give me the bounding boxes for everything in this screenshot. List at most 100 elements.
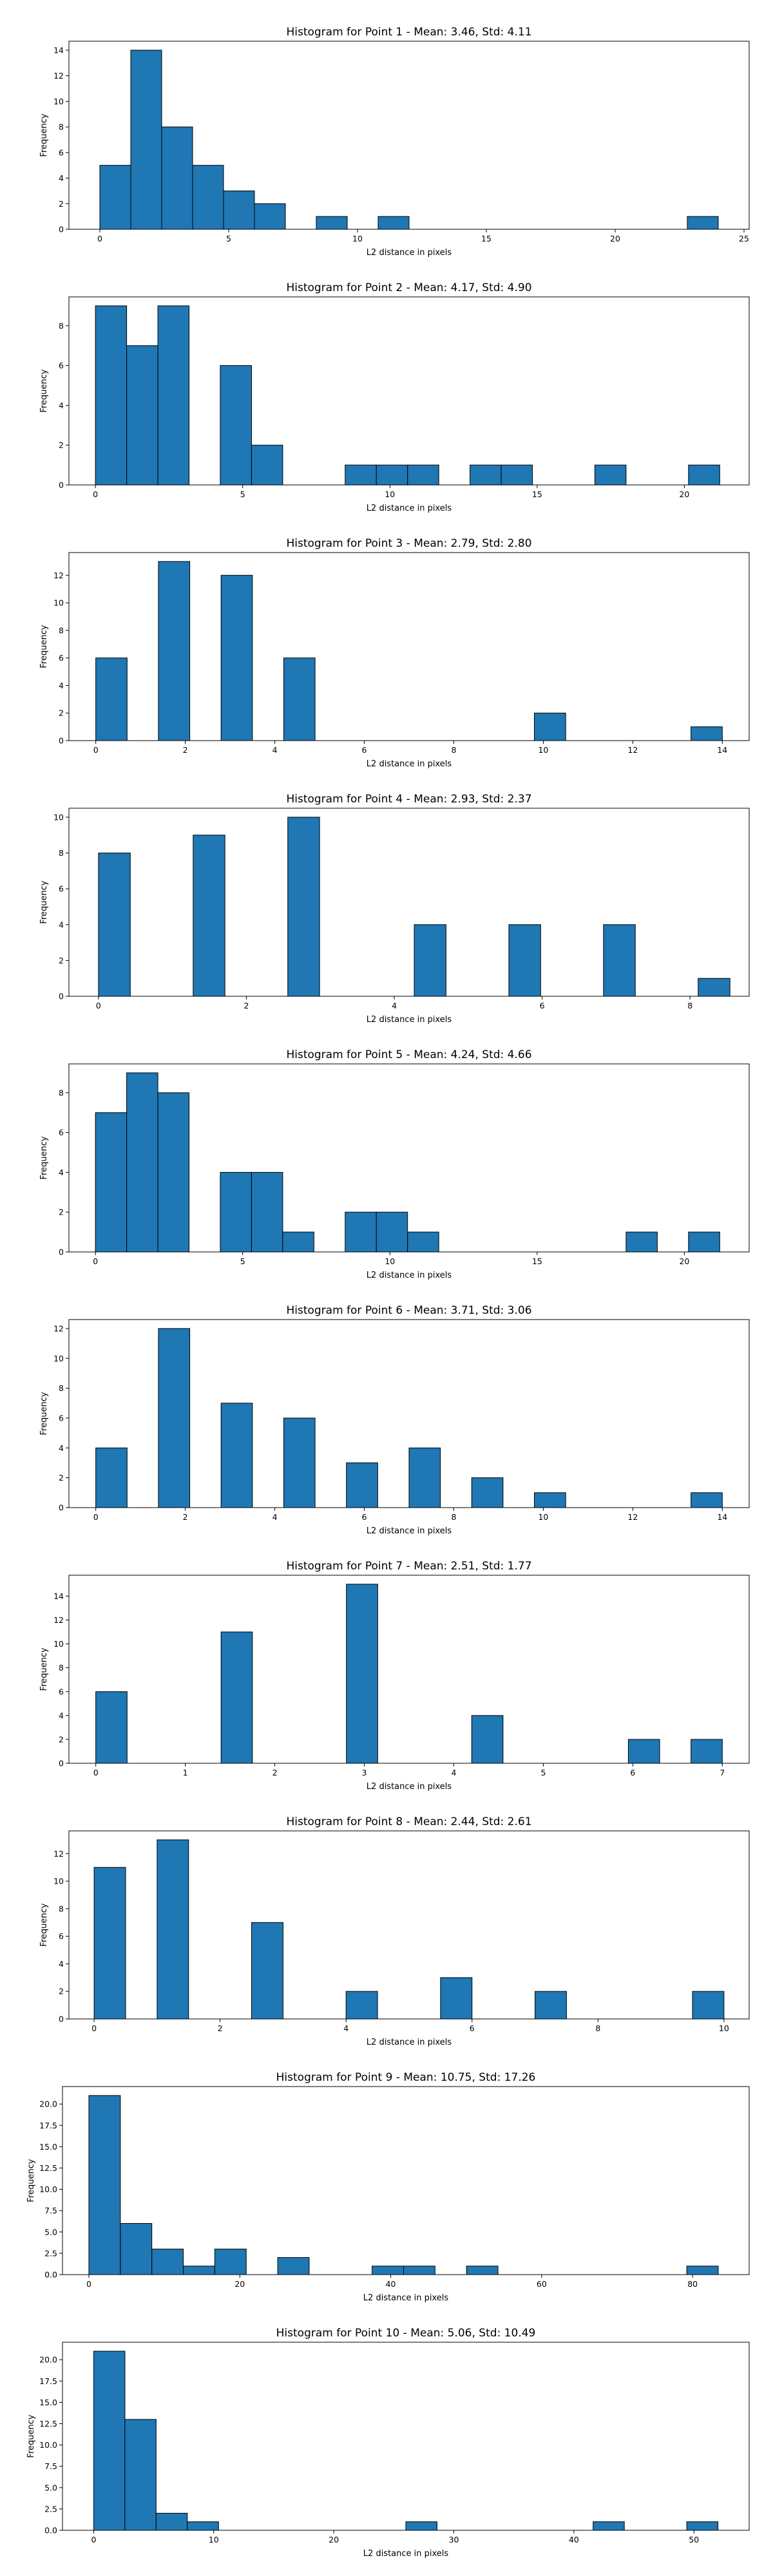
- histogram-bar: [126, 345, 158, 486]
- x-tick-label: 0: [86, 2279, 91, 2289]
- y-tick-label: 10: [53, 1877, 64, 1886]
- y-tick-label: 14: [53, 1591, 64, 1601]
- y-tick-label: 20.0: [39, 2099, 57, 2109]
- y-tick-label: 8: [59, 848, 64, 858]
- y-tick-label: 2: [59, 956, 64, 965]
- x-tick-label: 6: [362, 1512, 367, 1522]
- y-tick-label: 4: [59, 920, 64, 929]
- chart-title: Histogram for Point 4 - Mean: 2.93, Std:…: [286, 793, 531, 806]
- y-axis-label: Frequency: [39, 880, 49, 923]
- chart-panel-8: Histogram for Point 8 - Mean: 2.44, Std:…: [39, 1815, 750, 2047]
- histogram-bar: [508, 924, 541, 997]
- histogram-bar: [376, 1211, 408, 1253]
- x-tick-label: 15: [532, 489, 542, 499]
- chart-title: Histogram for Point 8 - Mean: 2.44, Std:…: [286, 1815, 531, 1828]
- x-tick-label: 2: [183, 1512, 188, 1522]
- histogram-bar: [594, 464, 627, 486]
- y-tick-label: 7.5: [44, 2461, 57, 2471]
- histogram-bar: [345, 464, 377, 486]
- histogram-bar: [407, 464, 439, 486]
- chart-panel-3: Histogram for Point 3 - Mean: 2.79, Std:…: [39, 537, 750, 769]
- y-tick-label: 8: [59, 625, 64, 635]
- histogram-bar: [377, 216, 410, 230]
- y-tick-label: 10: [53, 1354, 64, 1363]
- x-tick-label: 14: [717, 745, 727, 755]
- histogram-bar: [95, 1447, 128, 1508]
- y-tick-label: 17.5: [39, 2121, 57, 2130]
- x-tick-label: 20: [679, 489, 689, 499]
- y-tick-label: 7.5: [44, 2206, 57, 2215]
- histogram-bar: [223, 190, 255, 230]
- chart-panel-1: Histogram for Point 1 - Mean: 3.46, Std:…: [39, 26, 750, 258]
- y-tick-label: 0: [59, 480, 64, 490]
- histogram-bar: [593, 2521, 625, 2531]
- x-tick-label: 12: [627, 1512, 638, 1522]
- y-tick-label: 0: [59, 2014, 64, 2024]
- y-tick-label: 0: [59, 992, 64, 1001]
- x-tick-label: 10: [719, 2023, 729, 2033]
- y-tick-label: 4: [59, 1710, 64, 1720]
- histogram-bar: [414, 924, 446, 997]
- x-tick-label: 12: [627, 745, 638, 755]
- x-tick-label: 20: [679, 1256, 689, 1266]
- y-tick-label: 6: [59, 147, 64, 157]
- histogram-bar: [277, 2257, 310, 2275]
- histogram-bar: [95, 658, 128, 741]
- y-axis-label: Frequency: [39, 1392, 49, 1435]
- histogram-bar: [220, 1171, 252, 1253]
- chart-panel-6: Histogram for Point 6 - Mean: 3.71, Std:…: [39, 1304, 750, 1536]
- histogram-bar: [345, 1211, 377, 1253]
- histogram-bar: [282, 1231, 314, 1253]
- y-tick-label: 2.5: [44, 2248, 57, 2258]
- x-axis-label: L2 distance in pixels: [367, 759, 452, 769]
- x-tick-label: 6: [470, 2023, 475, 2033]
- histogram-bar: [220, 365, 252, 486]
- y-tick-label: 5.0: [44, 2227, 57, 2237]
- histogram-bar: [691, 1739, 723, 1764]
- x-tick-label: 4: [272, 1512, 278, 1522]
- x-tick-label: 6: [362, 745, 367, 755]
- histogram-bar: [283, 1417, 316, 1508]
- x-tick-label: 15: [481, 234, 491, 243]
- plot-frame: [62, 2342, 750, 2531]
- y-tick-label: 10.0: [39, 2184, 57, 2194]
- x-tick-label: 6: [630, 1768, 635, 1777]
- histogram-bar: [157, 1092, 190, 1253]
- x-tick-label: 0: [93, 1256, 98, 1266]
- histogram-bar: [534, 712, 566, 741]
- x-tick-label: 5: [226, 234, 231, 243]
- plot-frame: [62, 2086, 750, 2275]
- y-tick-label: 4: [59, 401, 64, 410]
- y-axis-label: Frequency: [39, 369, 49, 412]
- x-tick-label: 30: [449, 2535, 459, 2544]
- x-tick-label: 4: [272, 745, 278, 755]
- x-tick-label: 10: [538, 745, 548, 755]
- x-tick-label: 2: [244, 1001, 249, 1010]
- histogram-bar: [698, 978, 730, 997]
- y-tick-label: 6: [59, 1128, 64, 1137]
- histogram-bar: [95, 305, 128, 486]
- chart-title: Histogram for Point 7 - Mean: 2.51, Std:…: [286, 1560, 531, 1573]
- x-tick-label: 15: [532, 1256, 542, 1266]
- x-axis-label: L2 distance in pixels: [367, 2038, 452, 2047]
- x-tick-label: 0: [93, 1512, 99, 1522]
- plot-frame: [68, 552, 750, 741]
- histogram-bar: [157, 1839, 189, 2020]
- x-tick-label: 2: [183, 745, 188, 755]
- x-tick-label: 4: [343, 2023, 348, 2033]
- histogram-bar: [534, 1492, 566, 1508]
- histogram-bar: [93, 1867, 126, 2020]
- histogram-bar: [158, 561, 191, 741]
- x-tick-label: 8: [687, 1001, 692, 1010]
- y-tick-label: 8: [59, 1663, 64, 1672]
- histogram-bar: [405, 2521, 437, 2531]
- y-tick-label: 0.0: [44, 2270, 57, 2280]
- chart-title: Histogram for Point 3 - Mean: 2.79, Std:…: [286, 537, 531, 550]
- x-tick-label: 5: [240, 1256, 245, 1266]
- y-tick-label: 2: [59, 1208, 64, 1217]
- x-tick-label: 0: [93, 489, 98, 499]
- x-axis-label: L2 distance in pixels: [363, 2549, 449, 2559]
- chart-title: Histogram for Point 6 - Mean: 3.71, Std:…: [286, 1304, 531, 1317]
- y-axis-label: Frequency: [39, 1647, 49, 1690]
